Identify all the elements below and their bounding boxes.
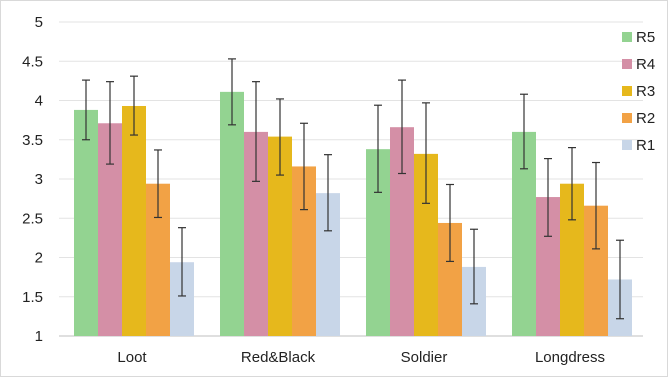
error-bar-r2-2	[446, 183, 454, 263]
bars	[74, 91, 632, 337]
legend-item-r4: R4	[622, 56, 655, 73]
y-tick-label: 5	[35, 14, 43, 31]
error-bar-r4-0	[106, 81, 114, 165]
bar-r5-1	[220, 91, 244, 337]
legend-item-r2: R2	[622, 110, 655, 127]
y-tick-label: 1	[35, 328, 43, 345]
error-bar-r4-1	[252, 81, 260, 182]
error-bar-r4-2	[398, 79, 406, 175]
error-bar-r1-2	[470, 228, 478, 305]
error-bar-r5-2	[374, 104, 382, 193]
error-bar-r1-3	[616, 239, 624, 320]
error-bar-r2-0	[154, 149, 162, 219]
bar-r3-0	[122, 105, 146, 337]
y-axis: 1 1.5 2 2.5 3 3.5 4 4.5 5	[22, 14, 43, 345]
legend-label: R5	[636, 29, 655, 46]
legend-swatch	[622, 113, 632, 123]
legend-swatch	[622, 140, 632, 150]
legend-item-r3: R3	[622, 83, 655, 100]
y-tick-label: 2	[35, 250, 43, 267]
y-tick-label: 2.5	[22, 210, 43, 227]
error-bar-r3-1	[276, 98, 284, 176]
error-bar-r2-1	[300, 122, 308, 211]
error-bar-r3-2	[422, 102, 430, 204]
error-bar-r1-1	[324, 154, 332, 232]
y-tick-label: 4	[35, 93, 43, 110]
error-bars	[82, 58, 624, 320]
legend-label: R3	[636, 83, 655, 100]
x-tick-label: Red&Black	[241, 349, 316, 366]
y-tick-label: 3.5	[22, 132, 43, 149]
x-axis: Loot Red&Black Soldier Longdress	[117, 349, 605, 366]
error-bar-r3-3	[568, 147, 576, 221]
bar-r5-0	[74, 109, 98, 336]
legend-label: R2	[636, 110, 655, 127]
error-bar-r5-0	[82, 79, 90, 141]
y-tick-label: 1.5	[22, 289, 43, 306]
legend-swatch	[622, 86, 632, 96]
y-tick-label: 4.5	[22, 53, 43, 70]
error-bar-r2-3	[592, 161, 600, 250]
legend-swatch	[622, 32, 632, 42]
x-tick-label: Soldier	[401, 349, 448, 366]
legend-swatch	[622, 59, 632, 69]
error-bar-r4-3	[544, 157, 552, 237]
legend-item-r1: R1	[622, 137, 655, 154]
legend-label: R4	[636, 56, 655, 73]
error-bar-r3-0	[130, 75, 138, 136]
legend-label: R1	[636, 137, 655, 154]
legend: R5 R4 R3 R2 R1	[622, 29, 655, 154]
error-bar-r1-0	[178, 227, 186, 297]
error-bar-r5-3	[520, 93, 528, 170]
error-bar-r5-1	[228, 58, 236, 126]
x-tick-label: Longdress	[535, 349, 605, 366]
y-tick-label: 3	[35, 171, 43, 188]
x-tick-label: Loot	[117, 349, 147, 366]
legend-item-r5: R5	[622, 29, 655, 46]
